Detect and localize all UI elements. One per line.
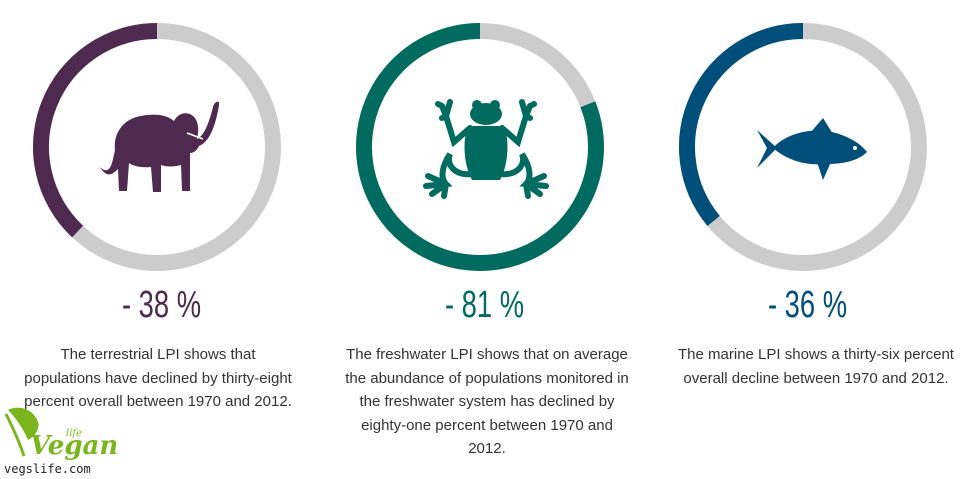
elephant-icon [100,101,220,192]
logo-vegan-text: Vegan [30,431,118,461]
freshwater-decline-arc [356,23,604,271]
freshwater-donut-chart [356,23,604,271]
leaf-icon [8,407,39,440]
marine-decline-arc [679,23,804,227]
logo-url-text: vegslife.com [4,462,91,476]
vegan-life-logo: life Vegan [4,407,118,461]
terrestrial-panel: - 38 % The terrestrial LPI shows that po… [0,0,323,479]
leaf-stem-icon [4,413,26,457]
frog-icon [423,99,549,199]
terrestrial-decline-arc [33,23,158,238]
freshwater-description: The freshwater LPI shows that on average… [345,346,629,457]
freshwater-panel: - 81 % The freshwater LPI shows that on … [323,0,646,479]
marine-description: The marine LPI shows a thirty-six percen… [678,346,954,387]
terrestrial-donut-chart [33,23,281,271]
marine-value-label: - 36 % [767,284,848,326]
terrestrial-value-label: - 38 % [121,284,202,326]
logo-life-text: life [66,428,82,439]
fish-icon [757,118,867,180]
terrestrial-description: The terrestrial LPI shows that populatio… [24,346,292,410]
freshwater-value-label: - 81 % [444,284,525,326]
marine-panel: - 36 % The marine LPI shows a thirty-six… [646,0,969,479]
marine-donut-chart [679,23,927,271]
